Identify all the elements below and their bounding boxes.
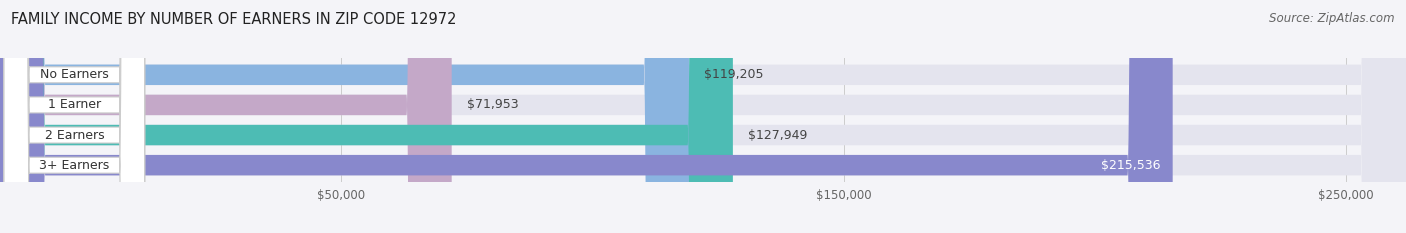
- FancyBboxPatch shape: [4, 0, 145, 233]
- Text: $127,949: $127,949: [748, 129, 807, 142]
- FancyBboxPatch shape: [0, 0, 733, 233]
- FancyBboxPatch shape: [0, 0, 1173, 233]
- Text: $71,953: $71,953: [467, 98, 519, 111]
- Text: FAMILY INCOME BY NUMBER OF EARNERS IN ZIP CODE 12972: FAMILY INCOME BY NUMBER OF EARNERS IN ZI…: [11, 12, 457, 27]
- Text: $119,205: $119,205: [704, 68, 763, 81]
- Text: 2 Earners: 2 Earners: [45, 129, 104, 142]
- FancyBboxPatch shape: [0, 0, 689, 233]
- Text: Source: ZipAtlas.com: Source: ZipAtlas.com: [1270, 12, 1395, 25]
- FancyBboxPatch shape: [4, 0, 145, 233]
- FancyBboxPatch shape: [4, 0, 145, 233]
- Text: $215,536: $215,536: [1101, 159, 1160, 172]
- Text: 3+ Earners: 3+ Earners: [39, 159, 110, 172]
- Text: 1 Earner: 1 Earner: [48, 98, 101, 111]
- FancyBboxPatch shape: [0, 0, 451, 233]
- Text: No Earners: No Earners: [39, 68, 108, 81]
- FancyBboxPatch shape: [4, 0, 145, 233]
